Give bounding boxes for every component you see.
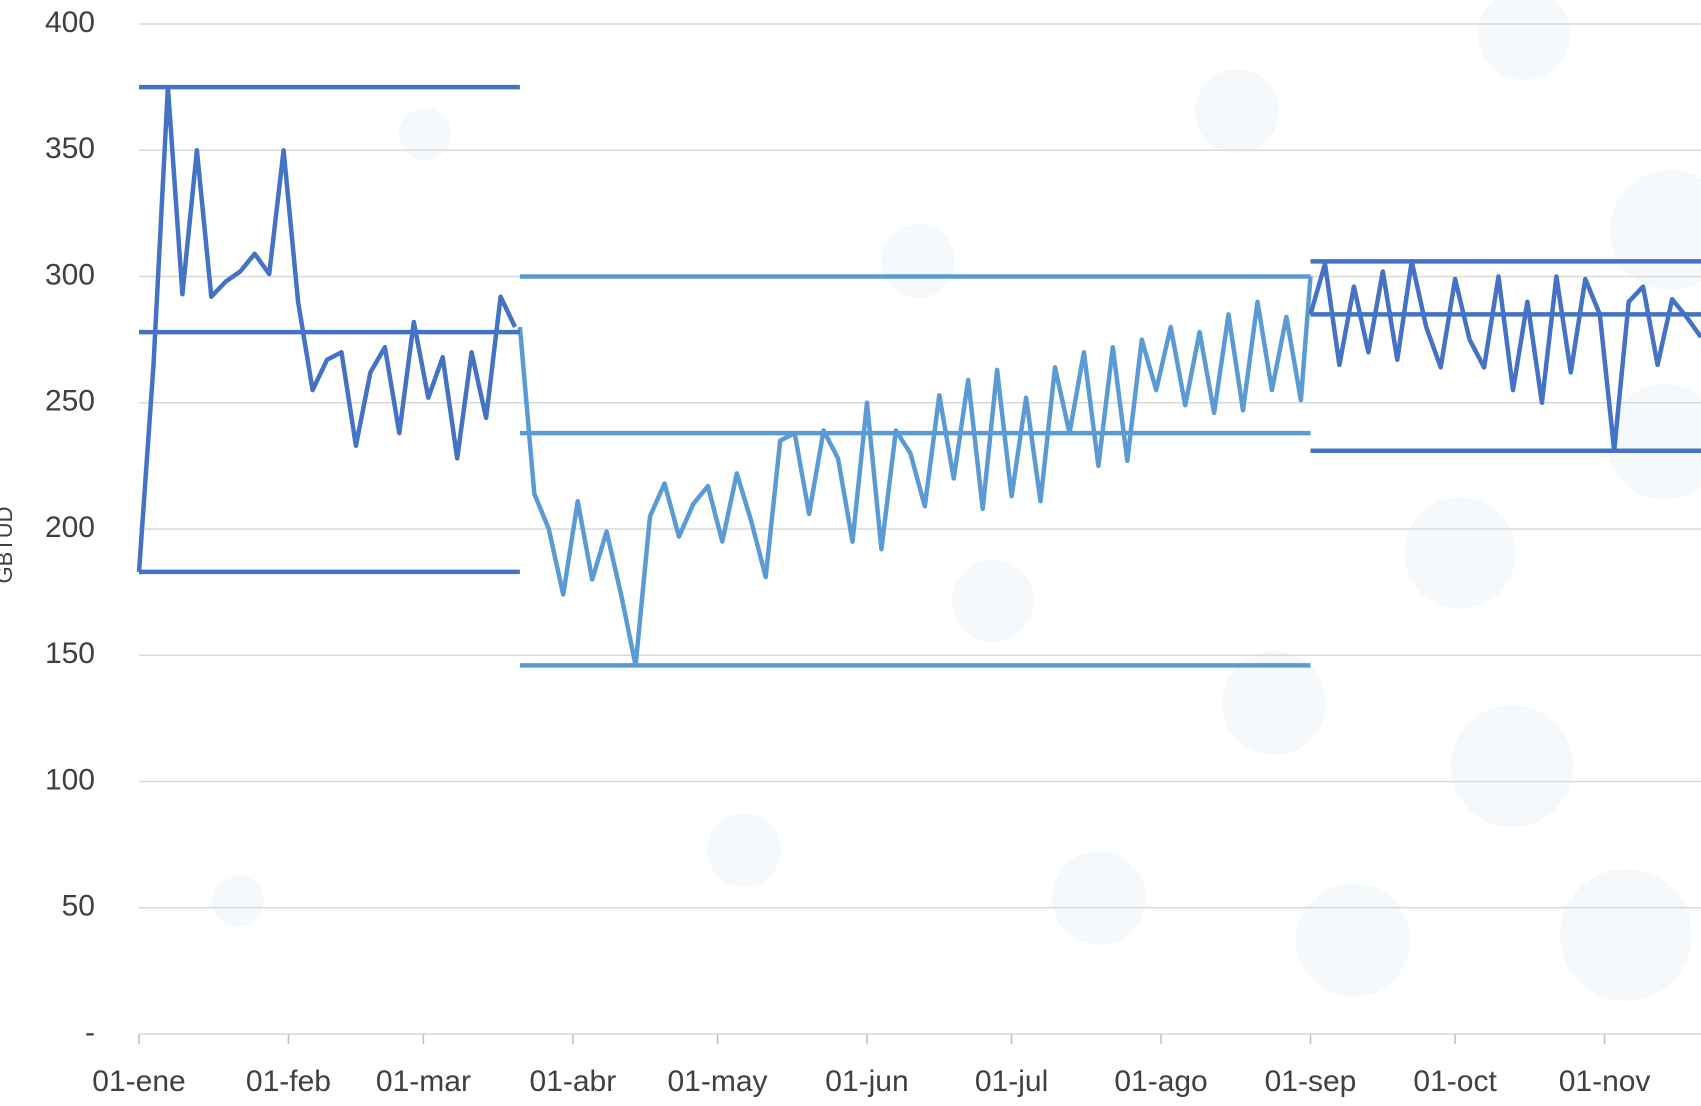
bubble <box>399 108 451 160</box>
x-tick-label: 01-nov <box>1559 1065 1651 1098</box>
background-bubbles <box>212 0 1701 1001</box>
x-tick-label: 01-may <box>667 1065 767 1098</box>
y-tick-label: 200 <box>45 511 95 544</box>
x-tick-label: 01-abr <box>530 1065 617 1098</box>
bubble <box>1451 705 1573 827</box>
bubble <box>1222 651 1326 755</box>
y-axis-label: GBTUD <box>0 507 17 584</box>
x-tick-label: 01-oct <box>1413 1065 1497 1098</box>
y-tick-label: 100 <box>45 763 95 796</box>
series-line <box>517 276 1313 668</box>
y-tick-label: 250 <box>45 385 95 418</box>
series-line <box>1308 259 1701 453</box>
x-tick-label: 01-jun <box>825 1065 908 1098</box>
y-tick-label: - <box>85 1016 95 1049</box>
bubble <box>1404 497 1516 609</box>
bubble <box>1607 384 1701 500</box>
y-tick-label: 50 <box>62 890 95 923</box>
x-tick-label: 01-jul <box>975 1065 1048 1098</box>
x-tick-label: 01-ago <box>1114 1065 1207 1098</box>
bubble <box>707 813 781 887</box>
y-tick-label: 400 <box>45 6 95 39</box>
x-tick-label: 01-sep <box>1265 1065 1357 1098</box>
bubble <box>1610 170 1701 290</box>
bubble <box>1296 883 1410 997</box>
bubble <box>1195 69 1279 153</box>
y-tick-label: 150 <box>45 637 95 670</box>
bubble <box>212 875 264 927</box>
x-tick-label: 01-mar <box>376 1065 471 1098</box>
bubble <box>881 224 955 298</box>
y-tick-label: 300 <box>45 258 95 291</box>
x-tick-label: 01-feb <box>246 1065 331 1098</box>
bubble <box>1052 851 1146 945</box>
bubble <box>952 560 1034 642</box>
bubble <box>1560 869 1692 1001</box>
bubble <box>1478 0 1570 80</box>
y-tick-label: 350 <box>45 132 95 165</box>
x-tick-label: 01-ene <box>92 1065 185 1098</box>
series-line <box>136 84 518 573</box>
